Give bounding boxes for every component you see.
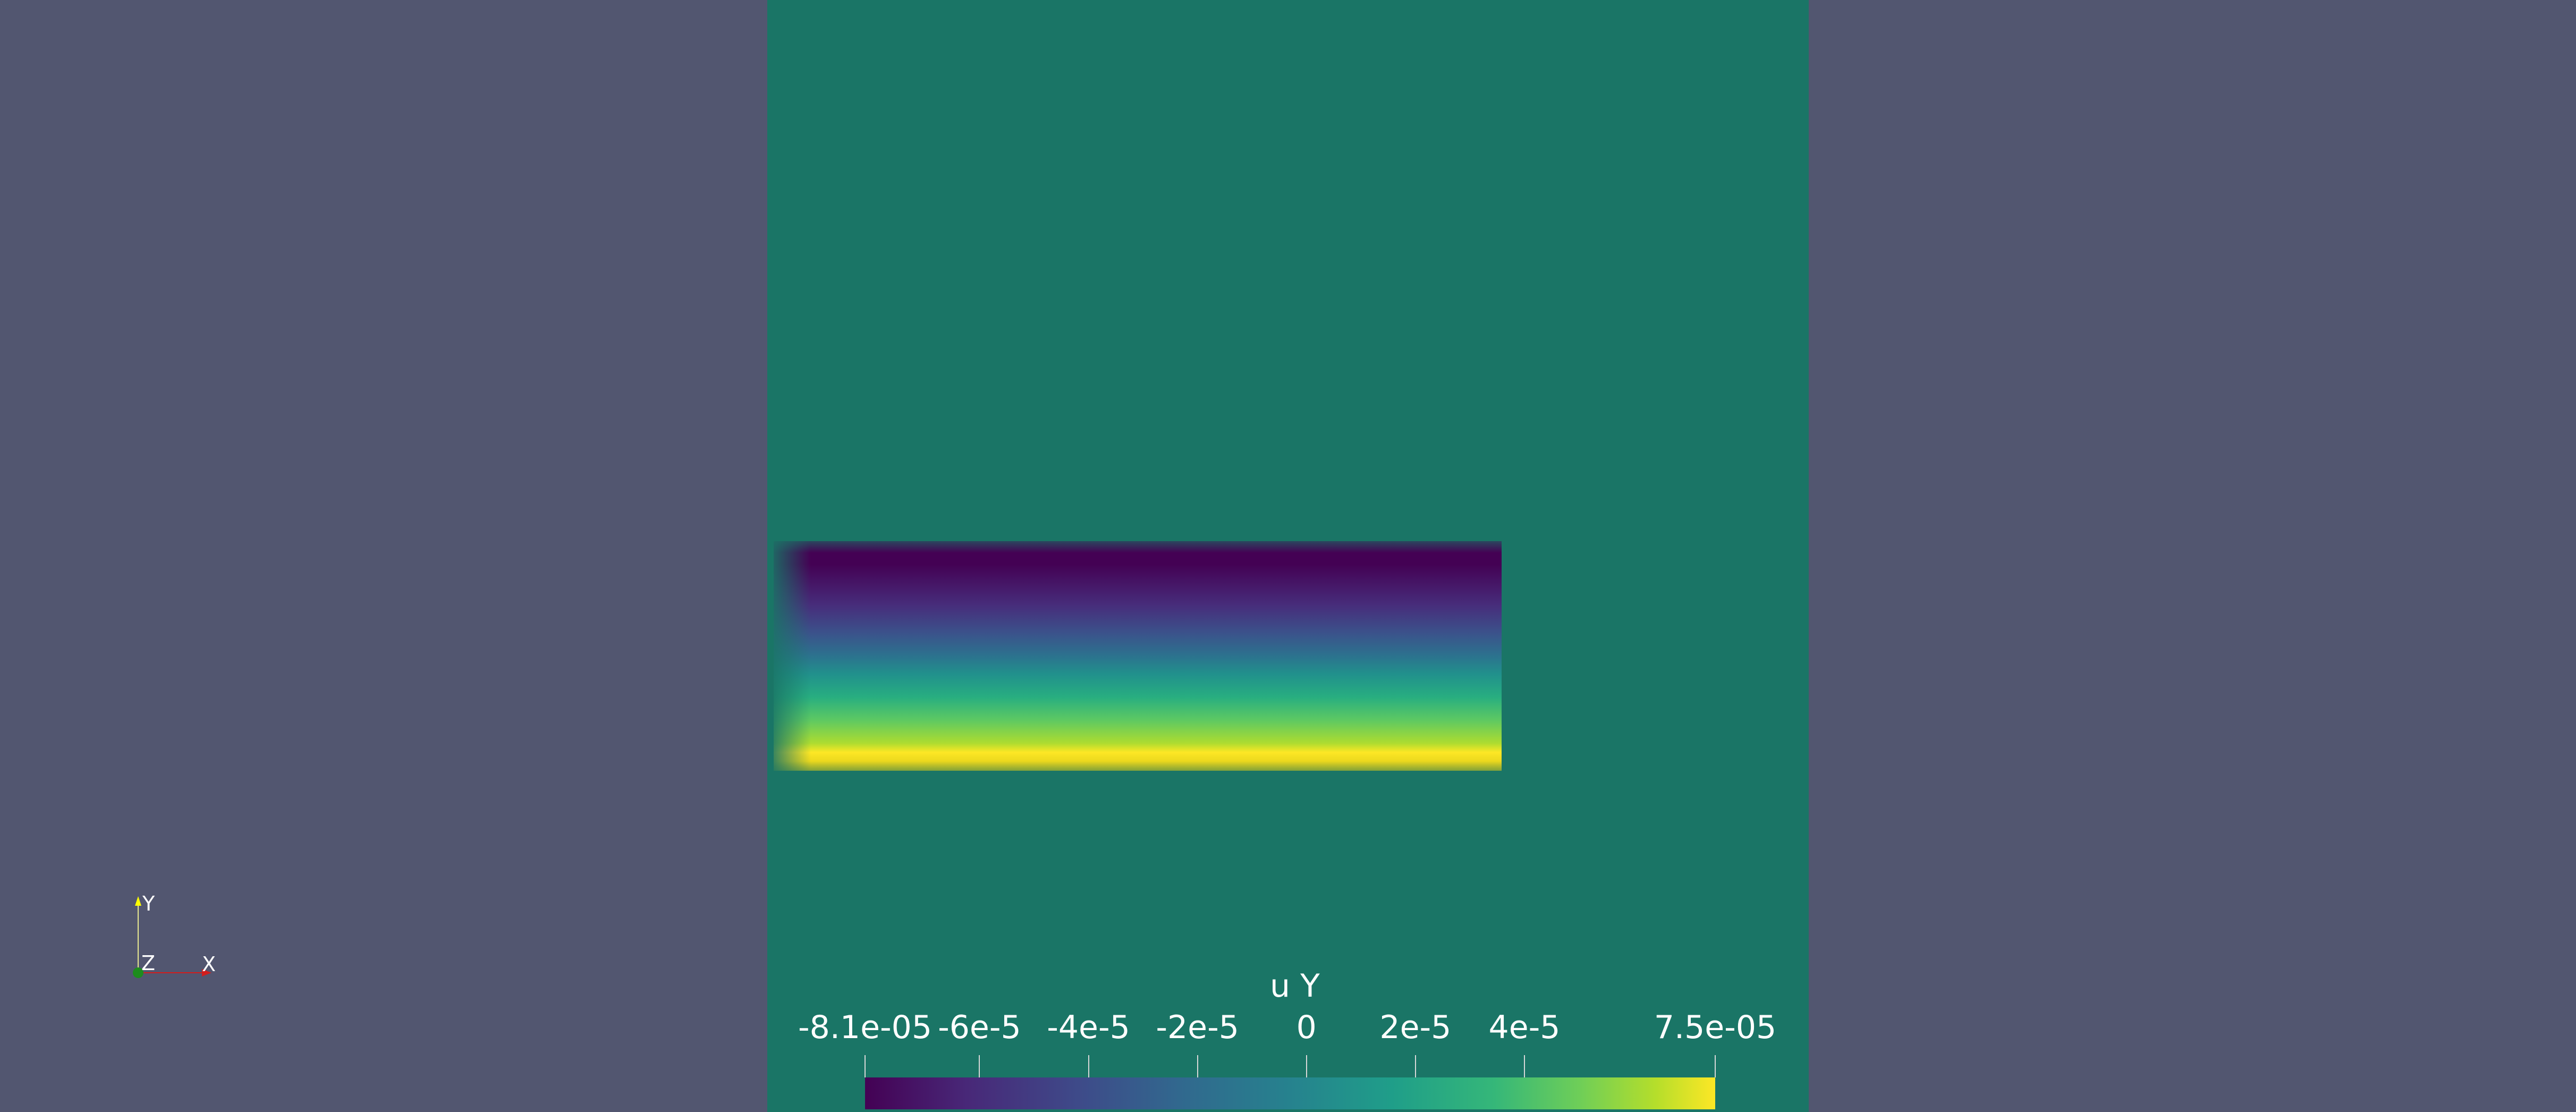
colorbar-tick-label: -2e-5: [1156, 1009, 1239, 1046]
x-axis-label: X: [202, 953, 216, 976]
colorbar-tick-mark: [1414, 1055, 1416, 1077]
beam-edge-fade: [774, 541, 811, 771]
colorbar-tick-label: 7.5e-05: [1654, 1009, 1777, 1046]
colorbar-tick-mark: [1088, 1055, 1089, 1077]
z-axis-dot: [133, 967, 143, 978]
beam-top-fade: [774, 541, 1502, 553]
colorbar-tick-mark: [1524, 1055, 1526, 1077]
beam-bottom-fade: [774, 761, 1502, 771]
colorbar-tick-label: -8.1e-05: [798, 1009, 932, 1046]
colorbar-tick-label: 2e-5: [1379, 1009, 1452, 1046]
colorbar-tick-label: 4e-5: [1488, 1009, 1561, 1046]
y-axis-label: Y: [142, 892, 155, 915]
colorbar-tick-mark: [865, 1055, 866, 1077]
colorbar-tick-mark: [1306, 1055, 1307, 1077]
z-axis-label: Z: [141, 951, 156, 975]
orientation-axes-svg: [133, 896, 211, 978]
colorbar-title: u Y: [1270, 967, 1320, 1005]
colorbar-tick-mark: [979, 1055, 980, 1077]
orientation-axes: Y Z X: [122, 888, 234, 994]
colorbar-tick-mark: [1715, 1055, 1716, 1077]
y-axis-arrow: [135, 896, 141, 906]
colorbar-tick-label: -4e-5: [1047, 1009, 1130, 1046]
colorbar-tick-label: -6e-5: [938, 1009, 1021, 1046]
x-axis-arrow: [202, 969, 211, 976]
colorbar[interactable]: [865, 1077, 1715, 1109]
colorbar-tick-label: 0: [1296, 1009, 1317, 1046]
beam-field-plot: [774, 541, 1502, 771]
colorbar-tick-mark: [1197, 1055, 1198, 1077]
